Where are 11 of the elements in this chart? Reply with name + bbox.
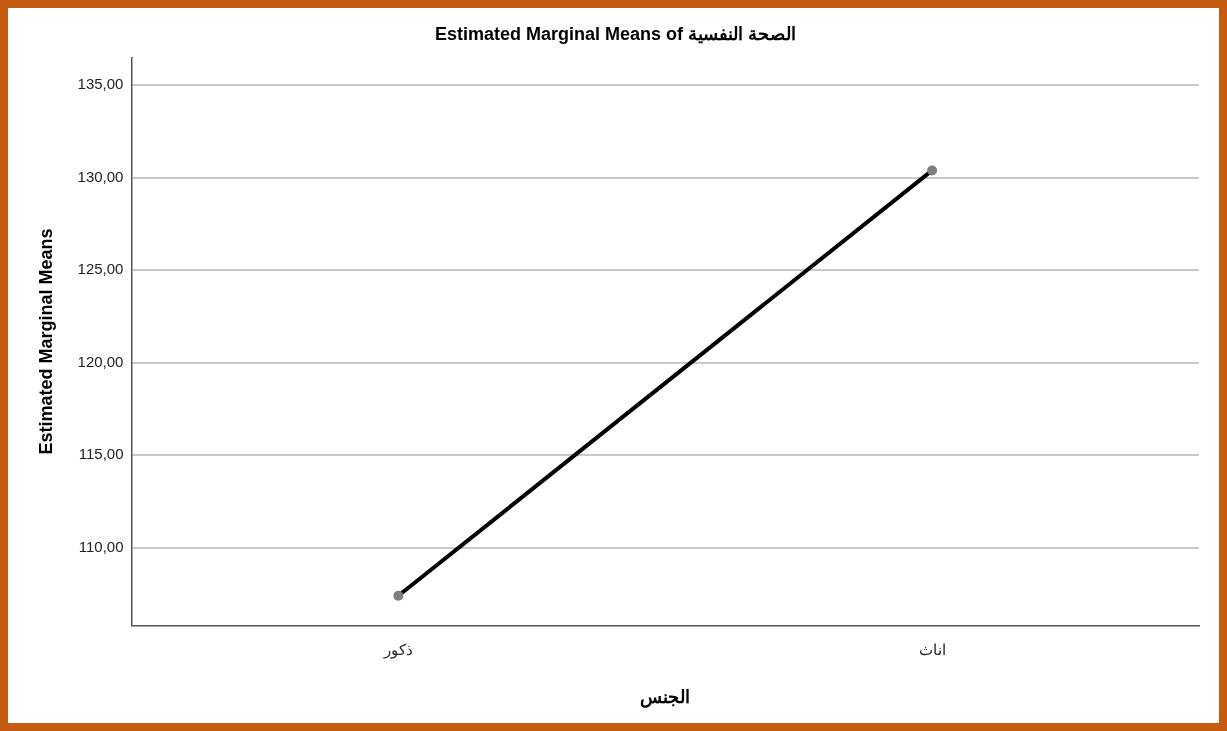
y-axis-title: Estimated Marginal Means [35,228,56,455]
x-axis-title: الجنس [640,687,691,709]
y-tick-label: 125,00 [77,260,124,278]
y-tick-label: 135,00 [77,75,124,93]
y-tick-label: 115,00 [78,445,124,463]
x-tick-label: اناث [918,640,946,658]
y-tick-label: 120,00 [77,352,124,370]
y-tick-label: 110,00 [78,537,124,555]
chart-title: Estimated Marginal Means of الصحة النفسية [434,23,797,44]
y-tick-label: 130,00 [77,167,124,185]
x-tick-label: ذكور [382,640,413,659]
